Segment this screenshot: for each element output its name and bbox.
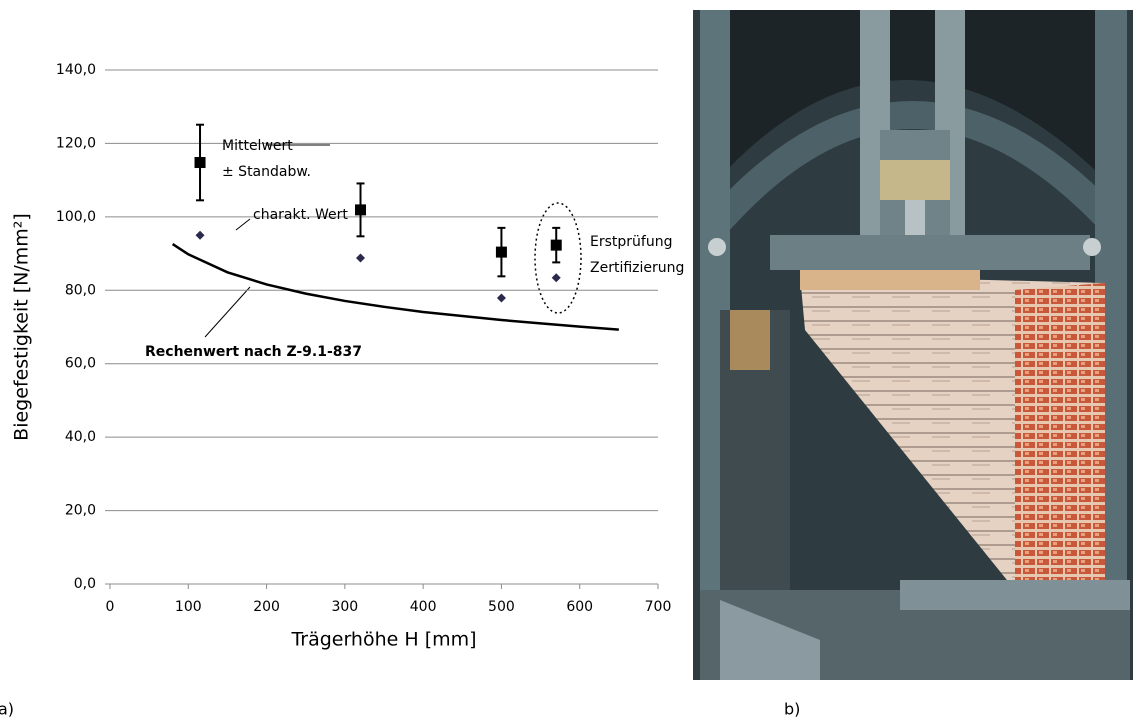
x-tick-label: 100	[175, 599, 202, 615]
x-tick-label: 0	[106, 599, 115, 615]
highlight-ellipse	[535, 203, 581, 313]
char-marker	[552, 273, 561, 282]
annotation: ± Standabw.	[222, 164, 311, 180]
panel-label: b)	[784, 700, 800, 719]
annotation: Zertifizierung	[590, 260, 684, 276]
char-marker	[356, 253, 365, 262]
photo	[693, 10, 1133, 680]
mean-marker	[551, 240, 562, 251]
x-tick-label: 500	[488, 599, 515, 615]
mean-marker	[195, 157, 206, 168]
leader	[236, 219, 250, 230]
x-tick-label: 600	[566, 599, 593, 615]
annotation: Mittelwert	[222, 138, 293, 154]
annotation: Rechenwert nach Z-9.1-837	[145, 344, 362, 360]
figure: a) b) Trägerhöhe H [mm] Biegefestigkeit …	[0, 0, 1135, 720]
mean-marker	[355, 204, 366, 215]
leader	[205, 287, 250, 337]
char-marker	[497, 293, 506, 302]
curve	[173, 244, 619, 330]
y-tick-label: 80,0	[65, 282, 96, 298]
x-tick-label: 300	[331, 599, 358, 615]
mean-marker	[496, 247, 507, 258]
page: {"chart_data": {"type": "scatter", "xlab…	[0, 0, 1135, 724]
y-tick-label: 100,0	[56, 209, 96, 225]
y-axis-title: Biegefestigkeit [N/mm²]	[11, 213, 33, 441]
x-axis-title: Trägerhöhe H [mm]	[290, 629, 476, 651]
char-marker	[196, 231, 205, 240]
x-tick-label: 700	[645, 599, 672, 615]
x-tick-label: 400	[410, 599, 437, 615]
annotation: charakt. Wert	[253, 207, 348, 223]
y-tick-label: 0,0	[74, 576, 96, 592]
y-tick-label: 40,0	[65, 429, 96, 445]
panel-label: a)	[0, 700, 14, 719]
y-tick-label: 60,0	[65, 356, 96, 372]
y-tick-label: 140,0	[56, 62, 96, 78]
y-tick-label: 120,0	[56, 135, 96, 151]
y-tick-label: 20,0	[65, 503, 96, 519]
x-tick-label: 200	[253, 599, 280, 615]
annotation: Erstprüfung	[590, 234, 672, 250]
